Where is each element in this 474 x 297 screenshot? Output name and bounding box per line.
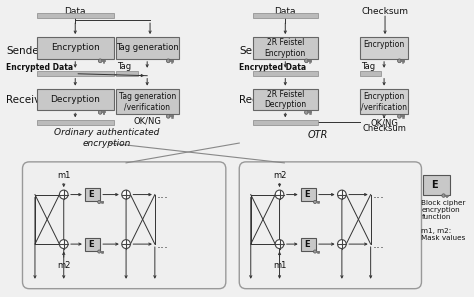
Text: m2: m2 bbox=[57, 261, 71, 270]
Bar bbox=[360, 37, 408, 59]
Text: Encryption: Encryption bbox=[364, 40, 405, 50]
Text: Receiver: Receiver bbox=[239, 95, 284, 105]
Circle shape bbox=[313, 200, 317, 203]
Circle shape bbox=[122, 240, 130, 249]
Text: 2R Feistel
Decryption: 2R Feistel Decryption bbox=[264, 90, 306, 109]
Bar bbox=[37, 89, 114, 110]
Text: OTR: OTR bbox=[308, 130, 328, 140]
Circle shape bbox=[337, 190, 346, 199]
Circle shape bbox=[305, 110, 308, 114]
Bar bbox=[37, 37, 114, 59]
Bar bbox=[253, 89, 318, 110]
Text: Sender: Sender bbox=[239, 46, 276, 56]
Text: Sender: Sender bbox=[6, 46, 43, 56]
Circle shape bbox=[275, 240, 284, 249]
Text: ...: ... bbox=[156, 188, 169, 201]
Text: Encryption
/verification: Encryption /verification bbox=[361, 92, 407, 111]
Bar bbox=[117, 71, 137, 76]
Text: E: E bbox=[304, 240, 310, 249]
Text: E: E bbox=[431, 180, 437, 190]
Text: Ordinary authenticated
encryption: Ordinary authenticated encryption bbox=[54, 128, 160, 148]
Circle shape bbox=[398, 114, 401, 118]
Circle shape bbox=[337, 240, 346, 249]
Text: Block cipher
encryption
function

m1, m2:
Mask values: Block cipher encryption function m1, m2:… bbox=[421, 200, 466, 241]
Text: Tag generation
/verification: Tag generation /verification bbox=[118, 92, 176, 111]
Bar bbox=[37, 71, 114, 76]
Bar bbox=[301, 188, 316, 201]
Circle shape bbox=[166, 59, 170, 63]
FancyBboxPatch shape bbox=[22, 162, 226, 289]
Circle shape bbox=[98, 250, 101, 253]
Text: ...: ... bbox=[372, 238, 384, 251]
Text: Encrypted Data: Encrypted Data bbox=[239, 63, 306, 72]
Bar bbox=[253, 37, 318, 59]
Text: Checksum: Checksum bbox=[362, 7, 409, 16]
Bar bbox=[423, 175, 450, 195]
Text: ...: ... bbox=[156, 238, 169, 251]
Text: Tag generation: Tag generation bbox=[116, 43, 179, 53]
Circle shape bbox=[98, 59, 102, 63]
FancyBboxPatch shape bbox=[239, 162, 421, 289]
Circle shape bbox=[166, 114, 170, 118]
Circle shape bbox=[313, 250, 317, 253]
Bar bbox=[117, 89, 179, 114]
Bar bbox=[85, 188, 100, 201]
Text: E: E bbox=[304, 190, 310, 199]
Bar bbox=[253, 13, 318, 18]
Text: E: E bbox=[89, 190, 94, 199]
Text: Receiver: Receiver bbox=[6, 95, 51, 105]
Circle shape bbox=[305, 59, 308, 63]
Bar bbox=[301, 238, 316, 251]
Text: OK/NG: OK/NG bbox=[133, 116, 161, 125]
Circle shape bbox=[98, 200, 101, 203]
Text: OK/NG: OK/NG bbox=[370, 118, 398, 127]
Text: ...: ... bbox=[372, 188, 384, 201]
Text: Tag: Tag bbox=[118, 62, 132, 71]
Circle shape bbox=[98, 110, 102, 114]
Circle shape bbox=[275, 190, 284, 199]
Text: m1: m1 bbox=[273, 261, 286, 270]
Circle shape bbox=[59, 240, 68, 249]
Bar bbox=[85, 238, 100, 251]
Bar bbox=[117, 37, 179, 59]
Bar bbox=[37, 13, 114, 18]
Text: Data: Data bbox=[274, 7, 296, 16]
Text: Decryption: Decryption bbox=[50, 95, 100, 104]
Text: Tag: Tag bbox=[361, 62, 375, 71]
Circle shape bbox=[398, 59, 401, 63]
Bar bbox=[360, 89, 408, 114]
Circle shape bbox=[122, 190, 130, 199]
Circle shape bbox=[442, 194, 445, 197]
Text: Encryption: Encryption bbox=[51, 43, 100, 53]
Bar bbox=[37, 120, 114, 125]
Text: m1: m1 bbox=[57, 171, 71, 180]
Text: E: E bbox=[89, 240, 94, 249]
Circle shape bbox=[59, 190, 68, 199]
Bar bbox=[253, 120, 318, 125]
Bar bbox=[360, 71, 381, 76]
Text: Data: Data bbox=[64, 7, 86, 16]
Text: m2: m2 bbox=[273, 171, 286, 180]
Text: Encrypted Data: Encrypted Data bbox=[6, 63, 73, 72]
Bar bbox=[253, 71, 318, 76]
Text: Checksum: Checksum bbox=[362, 124, 406, 133]
Text: 2R Feistel
Encryption: 2R Feistel Encryption bbox=[264, 38, 306, 58]
